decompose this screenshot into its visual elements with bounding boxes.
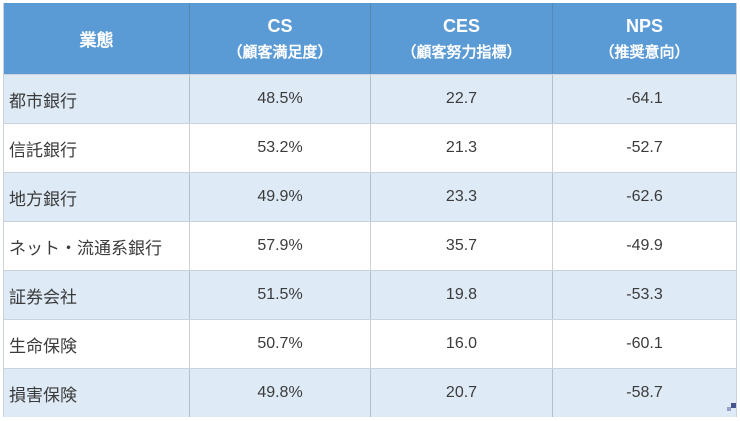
- metrics-table: 業態 CS （顧客満足度） CES （顧客努力指標） NPS （推奨意向） 都市…: [3, 3, 737, 417]
- industry-cell: 生命保険: [4, 320, 190, 368]
- table-row: 生命保険 50.7% 16.0 -60.1: [4, 319, 736, 368]
- nps-value-cell: -53.3: [626, 286, 663, 303]
- ces-value-cell: 19.8: [371, 271, 553, 319]
- nps-value-cell: -64.1: [626, 90, 663, 107]
- header-cs-abbr: CS: [267, 15, 293, 36]
- industry-cell: 損害保険: [4, 369, 190, 417]
- header-nps-desc: （推奨意向）: [599, 43, 690, 61]
- table-row: ネット・流通系銀行 57.9% 35.7 -49.9: [4, 221, 736, 270]
- industry-cell: 都市銀行: [4, 75, 190, 123]
- table-row: 損害保険 49.8% 20.7 -58.7: [4, 368, 736, 417]
- header-industry: 業態: [4, 3, 190, 74]
- table-row: 都市銀行 48.5% 22.7 -64.1: [4, 74, 736, 123]
- header-cs-desc: （顧客満足度）: [227, 43, 333, 61]
- ces-value-cell: 21.3: [371, 124, 553, 172]
- nps-value-cell: -52.7: [626, 139, 663, 156]
- cs-value-cell: 53.2%: [190, 124, 371, 172]
- header-nps: NPS （推奨意向）: [553, 3, 736, 74]
- cs-value-cell: 49.9%: [190, 173, 371, 221]
- nps-value-cell: -49.9: [626, 237, 663, 254]
- cs-value-cell: 50.7%: [190, 320, 371, 368]
- header-cs: CS （顧客満足度）: [190, 3, 371, 74]
- table-row: 信託銀行 53.2% 21.3 -52.7: [4, 123, 736, 172]
- nps-value-cell: -62.6: [626, 188, 663, 205]
- table-row: 証券会社 51.5% 19.8 -53.3: [4, 270, 736, 319]
- industry-cell: ネット・流通系銀行: [4, 222, 190, 270]
- header-nps-abbr: NPS: [625, 15, 663, 36]
- nps-value-cell: -60.1: [626, 335, 663, 352]
- nps-value-cell: -58.7: [626, 384, 663, 401]
- ces-value-cell: 23.3: [371, 173, 553, 221]
- industry-cell: 証券会社: [4, 271, 190, 319]
- cs-value-cell: 57.9%: [190, 222, 371, 270]
- cs-value-cell: 51.5%: [190, 271, 371, 319]
- header-ces-desc: （顧客努力指標）: [401, 43, 522, 61]
- industry-cell: 信託銀行: [4, 124, 190, 172]
- header-industry-label: 業態: [79, 31, 114, 50]
- table-resize-handle[interactable]: [727, 403, 736, 411]
- table-row: 地方銀行 49.9% 23.3 -62.6: [4, 172, 736, 221]
- header-ces: CES （顧客努力指標）: [371, 3, 553, 74]
- cs-value-cell: 48.5%: [190, 75, 371, 123]
- resize-handle-square-light: [727, 407, 731, 411]
- industry-cell: 地方銀行: [4, 173, 190, 221]
- table-body: 都市銀行 48.5% 22.7 -64.1 信託銀行 53.2% 21.3 -52.7 地方銀行…: [4, 74, 736, 417]
- ces-value-cell: 35.7: [371, 222, 553, 270]
- ces-value-cell: 22.7: [371, 75, 553, 123]
- ces-value-cell: 20.7: [371, 369, 553, 417]
- table-header-row: 業態 CS （顧客満足度） CES （顧客努力指標） NPS （推奨意向）: [4, 3, 736, 74]
- header-ces-abbr: CES: [442, 15, 480, 36]
- resize-handle-square-dark: [731, 403, 736, 408]
- cs-value-cell: 49.8%: [190, 369, 371, 417]
- ces-value-cell: 16.0: [371, 320, 553, 368]
